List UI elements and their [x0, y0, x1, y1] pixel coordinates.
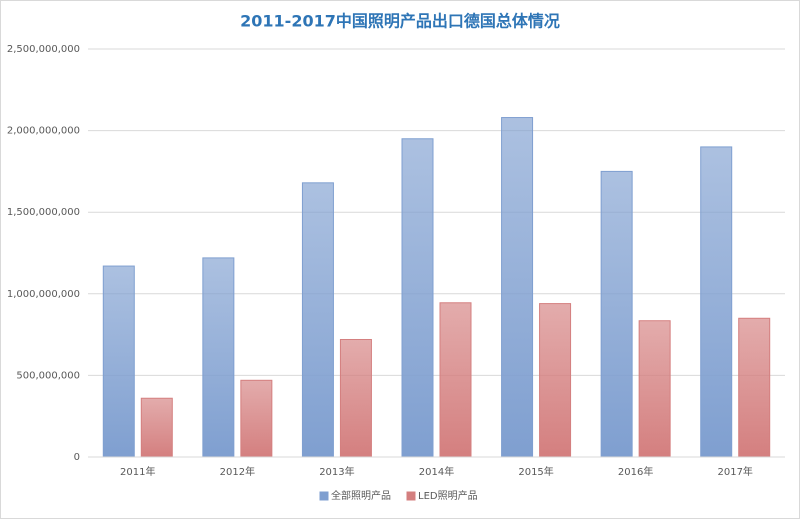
bar — [202, 257, 235, 458]
bar — [102, 265, 135, 458]
legend-label: 全部照明产品 — [331, 489, 391, 502]
x-tick-label: 2016年 — [618, 465, 653, 478]
legend-swatch — [319, 491, 329, 501]
legend-label: LED照明产品 — [418, 489, 478, 502]
bar — [240, 379, 273, 458]
bar — [501, 117, 534, 458]
x-tick-label: 2015年 — [518, 465, 553, 478]
bar — [439, 302, 472, 458]
x-tick-label: 2012年 — [220, 465, 255, 478]
bar — [301, 182, 334, 458]
chart-title: 2011-2017中国照明产品出口德国总体情况 — [240, 12, 560, 31]
x-tick-label: 2011年 — [120, 465, 155, 478]
x-tick-label: 2014年 — [419, 465, 454, 478]
bar — [401, 138, 434, 458]
bar — [539, 303, 572, 458]
bar — [700, 146, 733, 458]
legend-swatch — [406, 491, 416, 501]
bar — [600, 170, 633, 458]
bar — [140, 397, 173, 458]
x-tick-label: 2013年 — [319, 465, 354, 478]
bar — [738, 317, 771, 458]
y-tick-label: 0 — [74, 452, 80, 463]
x-tick-label: 2017年 — [717, 465, 752, 478]
bar — [638, 320, 671, 458]
y-tick-label: 500,000,000 — [16, 370, 80, 381]
y-tick-label: 2,000,000,000 — [7, 126, 80, 137]
y-tick-label: 2,500,000,000 — [7, 44, 80, 55]
y-tick-label: 1,500,000,000 — [7, 207, 80, 218]
bar — [339, 338, 372, 458]
y-tick-label: 1,000,000,000 — [7, 289, 80, 300]
